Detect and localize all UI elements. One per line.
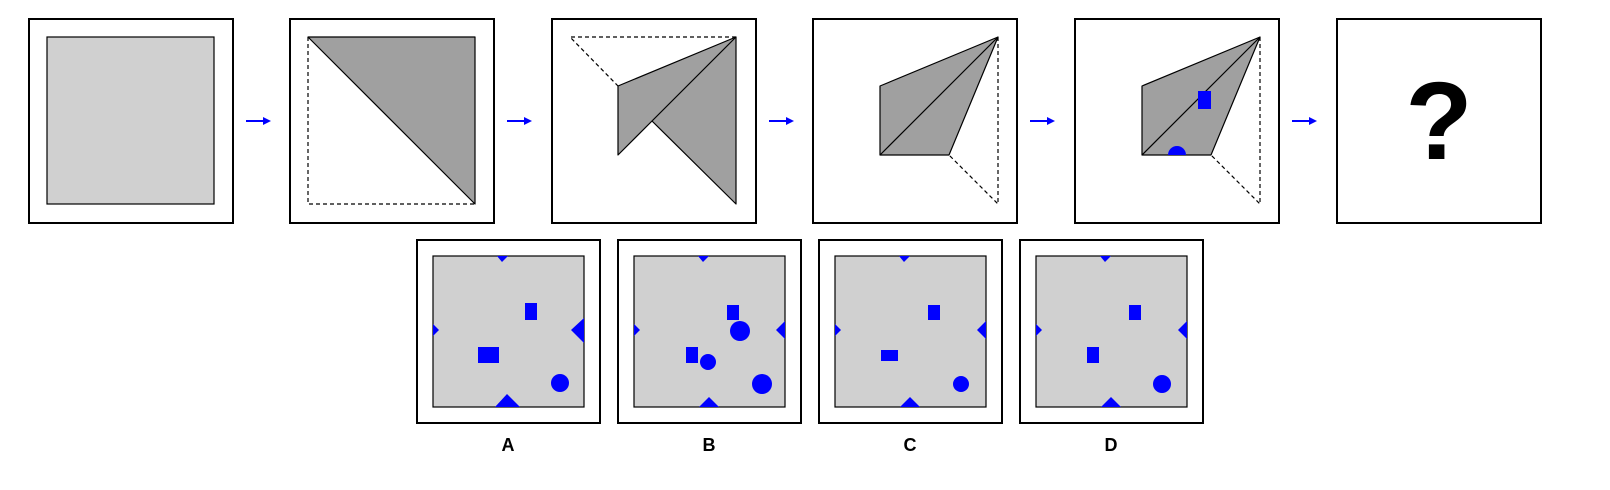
- arrow-3: [769, 117, 794, 125]
- circle-hole: [551, 374, 569, 392]
- paper-square: [46, 36, 215, 205]
- fold-outline: [948, 37, 999, 206]
- square-hole: [1198, 91, 1211, 109]
- diamond-hole: [497, 256, 508, 262]
- rect-hole: [478, 347, 499, 363]
- rect-hole: [881, 350, 898, 361]
- square-hole: [727, 305, 739, 320]
- diamond-hole: [1101, 397, 1121, 407]
- option-c[interactable]: C: [818, 239, 1003, 455]
- diamond-hole: [1036, 324, 1042, 336]
- option-d[interactable]: D: [1019, 239, 1204, 455]
- square-hole: [1087, 347, 1099, 363]
- circle-hole: [730, 321, 750, 341]
- folded-shape: [617, 36, 737, 205]
- question-mark: ?: [1405, 60, 1472, 183]
- arrow-2: [507, 117, 532, 125]
- square-hole: [1129, 305, 1141, 320]
- step-panel-3: [551, 18, 757, 224]
- diamond-hole: [698, 256, 709, 262]
- diamond-hole: [433, 324, 439, 336]
- step-panel-4: [812, 18, 1018, 224]
- step-panel-2: [289, 18, 495, 224]
- circle-hole: [700, 354, 716, 370]
- arrow-1: [246, 117, 271, 125]
- diamond-hole: [1178, 321, 1187, 339]
- diamond-hole: [571, 318, 584, 343]
- diamond-hole: [776, 321, 785, 339]
- diamond-hole: [1100, 256, 1111, 262]
- diamond-hole: [634, 324, 640, 336]
- circle-hole: [1168, 146, 1186, 155]
- diamond-hole: [899, 256, 910, 262]
- fold-outline: [1210, 37, 1261, 206]
- circle-hole: [953, 376, 969, 392]
- diamond-hole: [699, 397, 719, 407]
- diamond-hole: [495, 394, 520, 407]
- option-a[interactable]: A: [416, 239, 601, 455]
- diamond-hole: [835, 324, 841, 336]
- square-hole: [686, 347, 698, 363]
- option-label: B: [703, 435, 716, 455]
- option-b[interactable]: B: [617, 239, 802, 455]
- arrow-4: [1030, 117, 1055, 125]
- fold-outline: [568, 36, 736, 87]
- option-label: C: [904, 435, 917, 455]
- diamond-hole: [977, 321, 986, 339]
- diamond-hole: [900, 397, 920, 407]
- arrow-5: [1292, 117, 1317, 125]
- circle-hole: [752, 374, 772, 394]
- folded-triangle: [307, 36, 476, 205]
- option-label: A: [502, 435, 515, 455]
- circle-hole: [1153, 375, 1171, 393]
- step-panel-5: [1074, 18, 1280, 224]
- step-panel-1: [28, 18, 234, 224]
- option-label: D: [1105, 435, 1118, 455]
- question-panel: ?: [1336, 18, 1542, 224]
- square-hole: [525, 303, 537, 320]
- square-hole: [928, 305, 940, 320]
